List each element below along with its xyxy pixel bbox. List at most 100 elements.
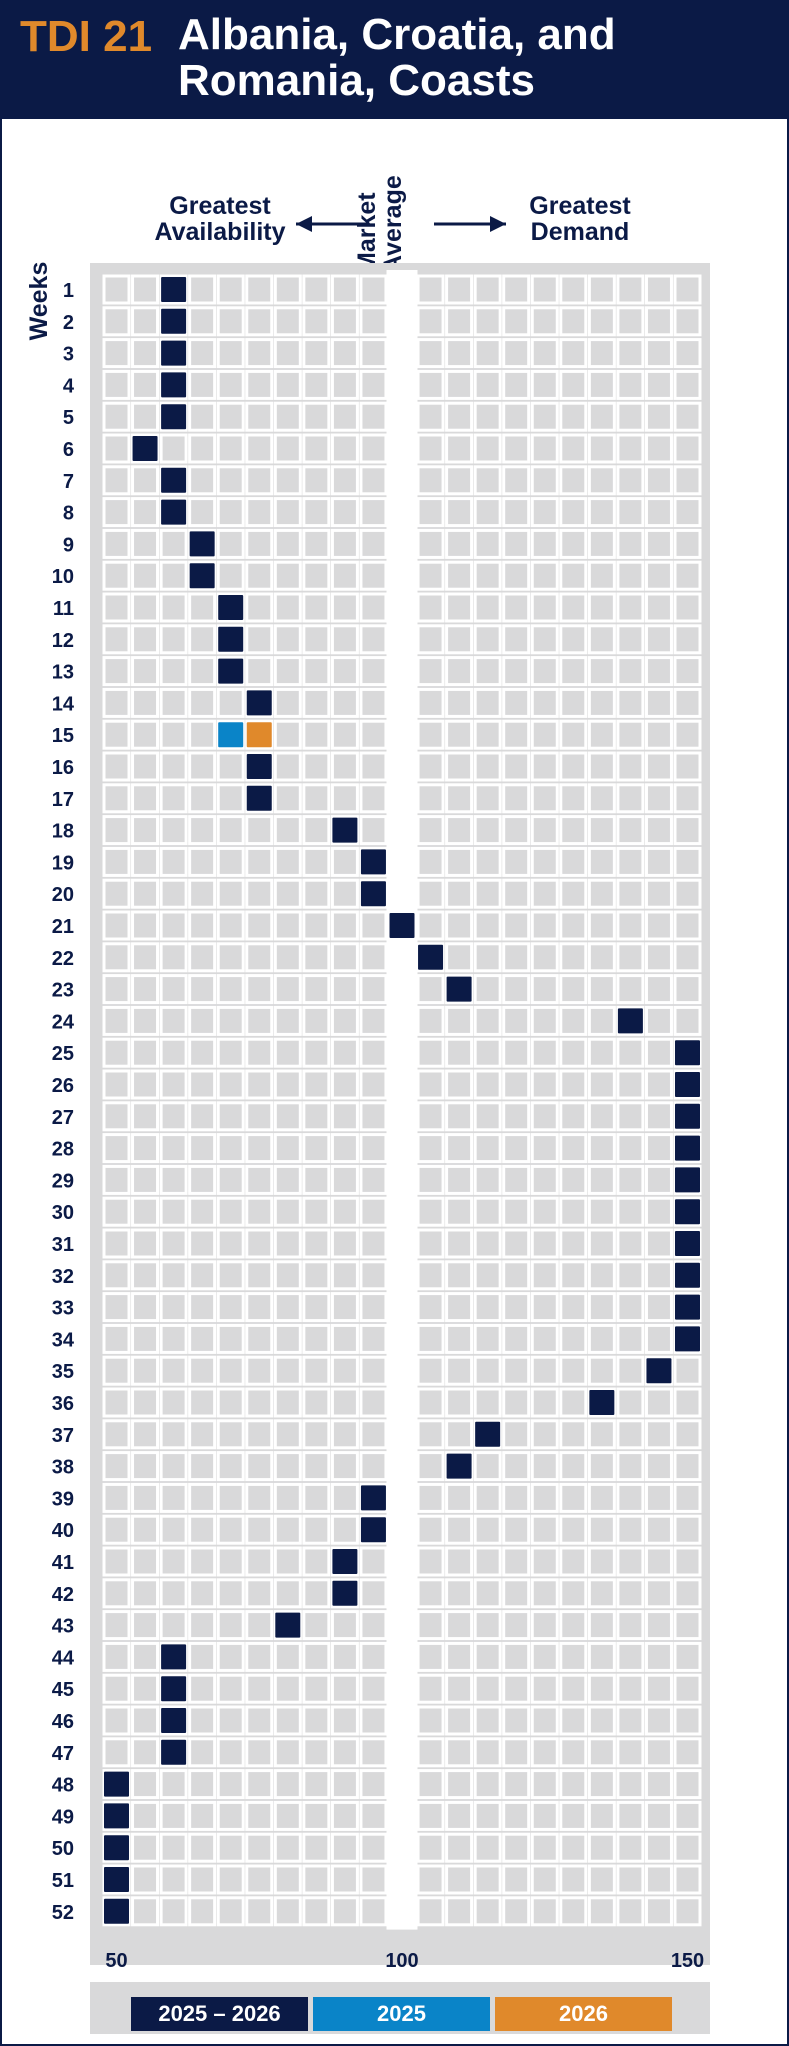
grid-cell xyxy=(616,1800,645,1831)
grid-cell xyxy=(416,1101,445,1132)
grid-cell xyxy=(273,433,302,464)
grid-cell xyxy=(302,497,331,528)
grid-cell xyxy=(359,1896,388,1927)
grid-cell xyxy=(273,274,302,305)
grid-cell xyxy=(302,1323,331,1354)
grid-cell xyxy=(216,1228,245,1259)
grid-cell xyxy=(473,878,502,909)
grid-cell xyxy=(216,1578,245,1609)
grid-cell xyxy=(416,1196,445,1227)
grid-cell xyxy=(445,1864,474,1895)
grid-cell xyxy=(302,783,331,814)
greatest-demand-label: Greatest Demand xyxy=(500,193,660,245)
grid-cell xyxy=(245,528,274,559)
grid-cell xyxy=(502,656,531,687)
grid-cell xyxy=(644,1228,673,1259)
grid-cell xyxy=(245,1037,274,1068)
grid-cell xyxy=(131,1546,160,1577)
grid-cell xyxy=(102,1737,131,1768)
grid-cell xyxy=(644,306,673,337)
grid-cell xyxy=(188,1005,217,1036)
grid-cell xyxy=(616,1355,645,1386)
grid-cell xyxy=(473,528,502,559)
grid-cell xyxy=(530,910,559,941)
grid-cell xyxy=(502,1228,531,1259)
grid-cell xyxy=(188,1737,217,1768)
grid-cell xyxy=(330,687,359,718)
grid-cell xyxy=(587,751,616,782)
grid-cell xyxy=(416,306,445,337)
grid-cell xyxy=(330,1260,359,1291)
grid-cell xyxy=(159,1800,188,1831)
grid-cell xyxy=(245,1355,274,1386)
week-label: 52 xyxy=(52,1902,74,1924)
grid-cell xyxy=(302,624,331,655)
grid-cell xyxy=(302,1578,331,1609)
grid-cell xyxy=(302,1800,331,1831)
grid-cell xyxy=(616,1864,645,1895)
grid-cell xyxy=(673,1800,702,1831)
grid-cell xyxy=(587,1800,616,1831)
data-mark xyxy=(360,1485,386,1511)
grid-cell xyxy=(587,1101,616,1132)
grid-cell xyxy=(245,306,274,337)
week-label: 6 xyxy=(63,439,74,461)
grid-cell xyxy=(188,1800,217,1831)
grid-cell xyxy=(445,1323,474,1354)
grid-cell xyxy=(559,306,588,337)
data-mark xyxy=(646,1358,672,1384)
grid-cell xyxy=(302,815,331,846)
grid-cell xyxy=(587,274,616,305)
grid-cell xyxy=(216,1387,245,1418)
grid-cell xyxy=(473,1133,502,1164)
grid-cell xyxy=(131,1228,160,1259)
grid-cell xyxy=(673,974,702,1005)
grid-cell xyxy=(188,783,217,814)
grid-cell xyxy=(445,624,474,655)
grid-cell xyxy=(559,1864,588,1895)
grid-cell xyxy=(644,815,673,846)
grid-cell xyxy=(644,846,673,877)
week-label: 9 xyxy=(63,534,74,556)
legend-label-2026: 2026 xyxy=(559,2001,608,2026)
grid-cell xyxy=(131,1419,160,1450)
week-label: 18 xyxy=(52,821,74,843)
grid-cell xyxy=(188,846,217,877)
grid-cell xyxy=(473,592,502,623)
grid-cell xyxy=(131,910,160,941)
grid-cell xyxy=(359,1578,388,1609)
grid-cell xyxy=(559,1069,588,1100)
grid-cell xyxy=(245,846,274,877)
grid-cell xyxy=(273,369,302,400)
grid-cell xyxy=(273,1323,302,1354)
grid-cell xyxy=(445,1387,474,1418)
grid-cell xyxy=(445,497,474,528)
grid-cell xyxy=(216,1705,245,1736)
data-mark xyxy=(675,1199,700,1225)
grid-cell xyxy=(330,274,359,305)
grid-cell xyxy=(530,592,559,623)
data-mark xyxy=(161,372,187,398)
grid-cell xyxy=(131,1292,160,1323)
grid-cell xyxy=(216,338,245,369)
week-label: 8 xyxy=(63,503,74,525)
grid-cell xyxy=(330,1482,359,1513)
grid-cell xyxy=(644,1514,673,1545)
grid-cell xyxy=(587,433,616,464)
grid-cell xyxy=(188,942,217,973)
grid-cell xyxy=(616,815,645,846)
grid-cell xyxy=(502,1864,531,1895)
grid-cell xyxy=(188,1641,217,1672)
grid-cell xyxy=(559,1005,588,1036)
grid-cell xyxy=(131,560,160,591)
grid-cell xyxy=(473,815,502,846)
grid-cell xyxy=(473,1610,502,1641)
grid-cell xyxy=(188,1769,217,1800)
grid-cell xyxy=(530,783,559,814)
grid-cell xyxy=(359,751,388,782)
grid-cell xyxy=(502,846,531,877)
grid-cell xyxy=(616,1832,645,1863)
grid-cell xyxy=(530,656,559,687)
grid-cell xyxy=(416,1355,445,1386)
grid-cell xyxy=(530,560,559,591)
